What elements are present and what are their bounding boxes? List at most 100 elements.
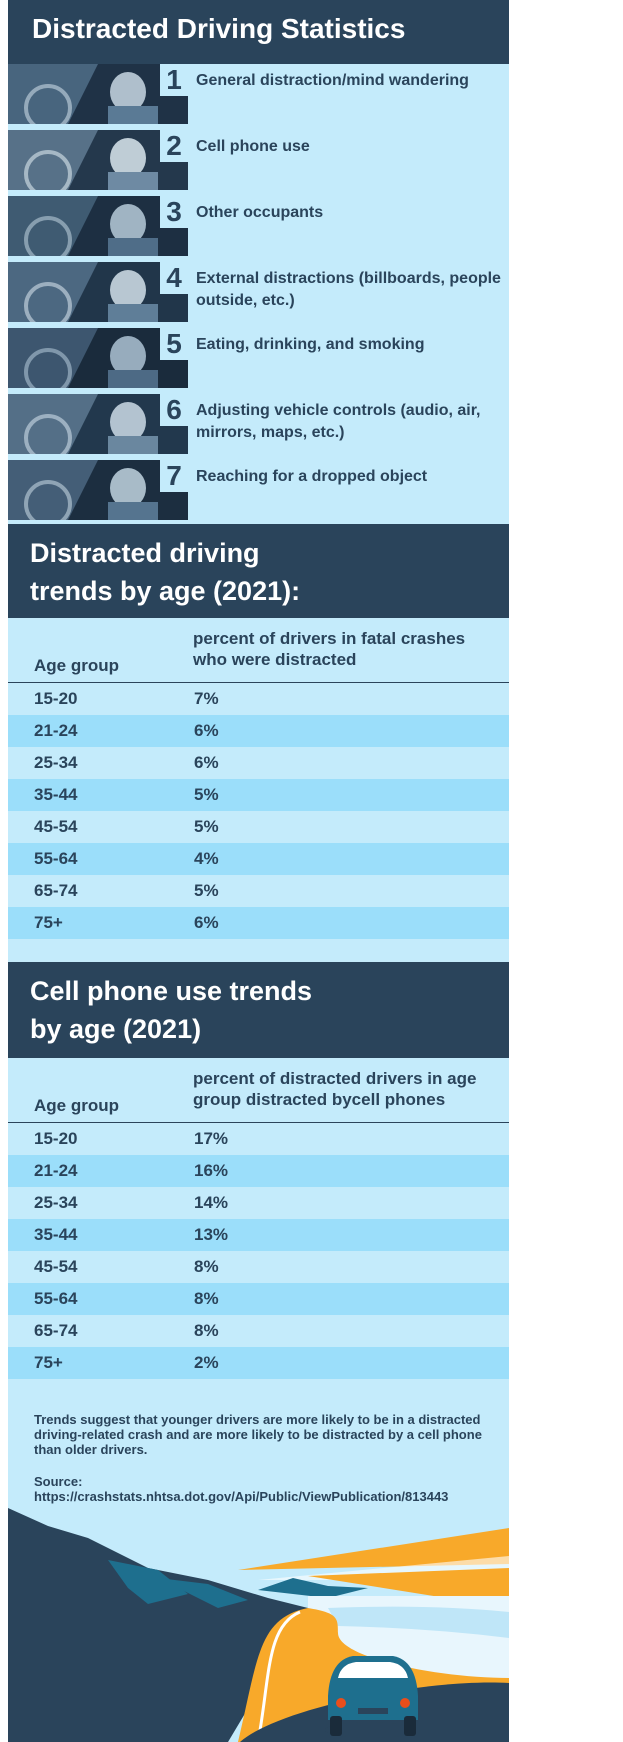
age-cell: 75+ <box>34 913 63 932</box>
distraction-item: 5 Eating, drinking, and smoking <box>8 328 509 392</box>
hand-holding-phone-at-wheel-photo <box>8 130 188 190</box>
man-looking-out-window-photo <box>8 262 188 322</box>
hand-on-dashboard-controls-photo <box>8 394 188 454</box>
woman-driving-smiling-photo <box>8 64 188 124</box>
table-row: 75+ 6% <box>8 907 509 939</box>
source: Source: https://crashstats.nhtsa.dot.gov… <box>34 1474 504 1504</box>
trends-by-age-title: Distracted driving trends by age (2021): <box>8 524 509 618</box>
table-row: 55-64 8% <box>8 1283 509 1315</box>
age-cell: 15-20 <box>34 1129 78 1148</box>
table-body: 15-20 7% 21-24 6% 25-34 6% 35-44 5% 45-54 5% 55-64… <box>8 683 509 939</box>
age-cell: 65-74 <box>34 881 78 900</box>
distraction-item: 1 General distraction/mind wandering <box>8 64 509 128</box>
percent-cell: 17% <box>194 1129 229 1148</box>
table-row: 45-54 8% <box>8 1251 509 1283</box>
item-number: 5 <box>160 328 188 360</box>
table-row: 15-20 7% <box>8 683 509 715</box>
age-cell: 21-24 <box>34 1161 78 1180</box>
item-label: General distraction/mind wandering <box>196 72 469 89</box>
page-title: Distracted Driving Statistics <box>8 0 509 64</box>
percent-cell: 8% <box>194 1321 219 1340</box>
table-body: 15-20 17% 21-24 16% 25-34 14% 35-44 13% 45-54 8% 5… <box>8 1123 509 1379</box>
age-cell: 65-74 <box>34 1321 78 1340</box>
table-row: 25-34 6% <box>8 747 509 779</box>
infographic: Distracted Driving Statistics 1 General d… <box>8 0 509 1742</box>
age-cell: 75+ <box>34 1353 63 1372</box>
item-label: Adjusting vehicle controls (audio, air, … <box>196 402 481 441</box>
column-header-percent: percent of drivers in fatal crashes who … <box>193 629 466 669</box>
hand-with-food-at-wheel-photo <box>8 328 188 388</box>
percent-cell: 6% <box>194 721 219 740</box>
percent-cell: 13% <box>194 1225 229 1244</box>
percent-cell: 8% <box>194 1289 219 1308</box>
table-row: 55-64 4% <box>8 843 509 875</box>
column-header-percent: percent of distracted drivers in age gro… <box>193 1069 477 1109</box>
percent-cell: 5% <box>194 881 219 900</box>
trends-by-age-table: Age group percent of drivers in fatal cr… <box>8 618 509 939</box>
distraction-item: 3 Other occupants <box>8 196 509 260</box>
trends-by-age-title-line2: trends by age (2021): <box>30 576 301 606</box>
item-number: 3 <box>160 196 188 228</box>
source-url: https://crashstats.nhtsa.dot.gov/Api/Pub… <box>34 1489 449 1504</box>
table-row: 35-44 5% <box>8 779 509 811</box>
item-number: 7 <box>160 460 188 492</box>
item-label: Eating, drinking, and smoking <box>196 336 425 353</box>
car-driving-coastal-road-illustration <box>8 1508 509 1742</box>
distraction-item: 4 External distractions (billboards, peop… <box>8 262 509 326</box>
passengers-in-back-seat-photo <box>8 196 188 256</box>
item-label: Other occupants <box>196 204 324 221</box>
table-row: 15-20 17% <box>8 1123 509 1155</box>
item-number: 4 <box>160 262 188 294</box>
table-row: 75+ 2% <box>8 1347 509 1379</box>
percent-cell: 6% <box>194 913 219 932</box>
car-icon <box>325 1656 418 1738</box>
distraction-item: 6 Adjusting vehicle controls (audio, air,… <box>8 394 509 458</box>
percent-cell: 16% <box>194 1161 229 1180</box>
age-cell: 45-54 <box>34 817 78 836</box>
table-row: 45-54 5% <box>8 811 509 843</box>
item-label: Cell phone use <box>196 138 310 155</box>
table-header: Age group percent of drivers in fatal cr… <box>8 618 509 683</box>
table-row: 65-74 8% <box>8 1315 509 1347</box>
cell-phone-trends-table: Age group percent of distracted drivers … <box>8 1058 509 1379</box>
percent-cell: 2% <box>194 1353 219 1372</box>
item-number: 2 <box>160 130 188 162</box>
age-cell: 55-64 <box>34 849 78 868</box>
percent-cell: 5% <box>194 785 219 804</box>
table-row: 25-34 14% <box>8 1187 509 1219</box>
distraction-item: 2 Cell phone use <box>8 130 509 194</box>
table-row: 65-74 5% <box>8 875 509 907</box>
distraction-list: 1 General distraction/mind wandering 2 Cell… <box>8 64 509 524</box>
reaching-between-seats-photo <box>8 460 188 520</box>
age-cell: 15-20 <box>34 689 78 708</box>
age-cell: 25-34 <box>34 753 78 772</box>
table-row: 35-44 13% <box>8 1219 509 1251</box>
age-cell: 55-64 <box>34 1289 78 1308</box>
cell-phone-trends-title-line2: by age (2021) <box>30 1014 202 1044</box>
percent-cell: 4% <box>194 849 219 868</box>
cell-phone-trends-title: Cell phone use trends by age (2021) <box>8 962 509 1058</box>
item-label: Reaching for a dropped object <box>196 468 428 485</box>
age-cell: 21-24 <box>34 721 78 740</box>
trends-by-age-title-line1: Distracted driving <box>30 538 260 568</box>
footnote: Trends suggest that younger drivers are … <box>34 1412 482 1457</box>
percent-cell: 5% <box>194 817 219 836</box>
item-number: 1 <box>160 64 188 96</box>
percent-cell: 14% <box>194 1193 229 1212</box>
table-row: 21-24 16% <box>8 1155 509 1187</box>
item-number: 6 <box>160 394 188 426</box>
age-cell: 35-44 <box>34 785 78 804</box>
age-cell: 45-54 <box>34 1257 78 1276</box>
column-header-age: Age group <box>34 1096 119 1115</box>
distraction-item: 7 Reaching for a dropped object <box>8 460 509 524</box>
percent-cell: 7% <box>194 689 219 708</box>
column-header-age: Age group <box>34 656 119 675</box>
table-row: 21-24 6% <box>8 715 509 747</box>
age-cell: 35-44 <box>34 1225 78 1244</box>
item-label: External distractions (billboards, peopl… <box>196 270 501 309</box>
cell-phone-trends-title-line1: Cell phone use trends <box>30 976 313 1006</box>
age-cell: 25-34 <box>34 1193 78 1212</box>
percent-cell: 8% <box>194 1257 219 1276</box>
table-header: Age group percent of distracted drivers … <box>8 1058 509 1123</box>
source-label: Source: <box>34 1474 83 1489</box>
